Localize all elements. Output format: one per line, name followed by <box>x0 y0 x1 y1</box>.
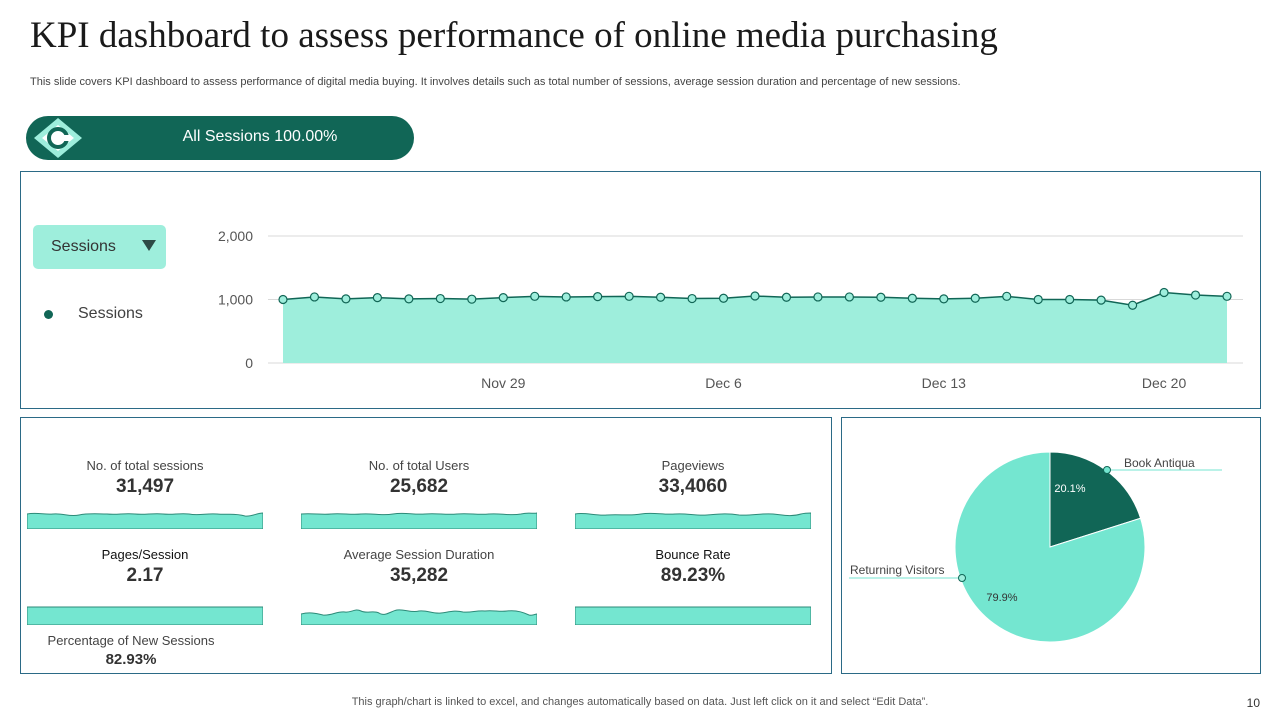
data-point <box>561 292 571 302</box>
kpi-value: 33,4060 <box>658 476 728 497</box>
banner-text: All Sessions 100.00% <box>182 128 338 145</box>
x-tick-label: Dec 13 <box>922 375 967 391</box>
leader-dot <box>958 574 966 582</box>
sessions-chart-panel: Sessions Sessions 0 1,000 2,000 Nov 29 Dec 6… <box>20 171 1261 409</box>
data-point <box>1065 294 1075 305</box>
x-tick-label: Dec 6 <box>705 375 742 391</box>
kpi-bounce-rate: Bounce Rate 89.23% <box>575 547 811 587</box>
sparkline <box>27 606 263 625</box>
segment-icon <box>34 118 82 158</box>
sparkline <box>575 606 811 625</box>
kpi-label: No. of total Users <box>368 458 470 473</box>
data-point <box>530 291 540 301</box>
data-point <box>1096 295 1106 305</box>
data-point <box>467 294 477 304</box>
kpi-label: Bounce Rate <box>655 547 731 562</box>
data-point <box>1002 291 1012 301</box>
data-point <box>1190 290 1201 300</box>
kpi-label: Average Session Duration <box>343 547 495 562</box>
sparkline <box>575 512 811 529</box>
slice-percent-label: 20.1% <box>1054 483 1085 495</box>
data-point <box>435 293 445 304</box>
footer-note: This graph/chart is linked to excel, and… <box>351 696 929 708</box>
data-point <box>372 292 382 303</box>
kpi-new-sessions: Percentage of New Sessions 82.93% <box>13 633 249 668</box>
data-point <box>750 291 760 301</box>
kpi-label: Percentage of New Sessions <box>47 633 215 648</box>
data-point <box>687 293 697 304</box>
data-point <box>624 291 634 301</box>
data-point <box>278 294 288 305</box>
kpi-label: No. of total sessions <box>86 458 204 473</box>
slice-percent-label: 79.9% <box>986 592 1017 604</box>
leader-dot <box>1103 466 1111 474</box>
slice-name-label: Returning Visitors <box>850 563 945 577</box>
kpi-value: 31,497 <box>115 476 175 497</box>
visitors-pie-chart: 20.1% Book Antiqua 79.9% Returning Visitors <box>849 451 1222 643</box>
sparkline <box>301 609 537 625</box>
page-subtitle: This slide covers KPI dashboard to asses… <box>30 76 961 88</box>
data-point <box>970 293 980 303</box>
data-point <box>939 294 949 304</box>
page-title: KPI dashboard to assess performance of o… <box>30 15 998 56</box>
data-point <box>341 294 351 304</box>
sessions-area-chart: 0 1,000 2,000 Nov 29 Dec 6 Dec 13 Dec 20 <box>218 228 1243 391</box>
kpi-value: 82.93% <box>105 651 157 668</box>
all-sessions-banner[interactable]: All Sessions 100.00% <box>26 116 414 160</box>
kpi-pages-per-session: Pages/Session 2.17 <box>27 547 263 587</box>
y-tick-label: 1,000 <box>218 292 253 308</box>
sessions-dropdown[interactable]: Sessions <box>33 225 166 269</box>
y-tick-label: 0 <box>245 355 253 371</box>
chevron-down-icon <box>142 240 156 251</box>
sparkline <box>301 512 537 529</box>
kpi-pageviews: Pageviews 33,4060 <box>575 458 811 498</box>
data-point <box>1222 291 1232 301</box>
data-point <box>1127 300 1138 310</box>
dropdown-label: Sessions <box>51 238 116 255</box>
page-number: 10 <box>1246 696 1260 710</box>
x-tick-label: Nov 29 <box>481 375 526 391</box>
data-point <box>718 293 729 303</box>
sparkline <box>27 512 263 529</box>
kpi-panel: No. of total sessions 31,497 No. of tota… <box>20 417 832 674</box>
data-point <box>593 292 603 302</box>
data-point <box>781 292 792 302</box>
legend-label: Sessions <box>78 305 143 322</box>
y-tick-label: 2,000 <box>218 228 253 244</box>
visitors-pie-panel: 20.1% Book Antiqua 79.9% Returning Visitors <box>841 417 1261 674</box>
slice-name-label: Book Antiqua <box>1124 456 1195 470</box>
kpi-value: 2.17 <box>126 565 164 586</box>
kpi-avg-session-duration: Average Session Duration 35,282 <box>301 547 537 587</box>
data-point <box>655 292 666 302</box>
pie-slice <box>954 451 1146 643</box>
kpi-label: Pageviews <box>661 458 725 473</box>
kpi-value: 25,682 <box>389 476 449 497</box>
data-point <box>907 293 917 303</box>
kpi-total-sessions: No. of total sessions 31,497 <box>27 458 263 498</box>
data-point <box>1033 294 1043 305</box>
data-point <box>404 294 414 304</box>
legend-marker <box>44 310 53 319</box>
data-point <box>813 292 823 302</box>
x-tick-label: Dec 20 <box>1142 375 1187 391</box>
data-point <box>844 292 855 302</box>
kpi-label: Pages/Session <box>101 547 189 562</box>
kpi-total-users: No. of total Users 25,682 <box>301 458 537 498</box>
kpi-value: 89.23% <box>660 565 726 586</box>
kpi-value: 35,282 <box>389 565 449 586</box>
data-point <box>309 292 320 302</box>
sessions-area <box>283 292 1227 363</box>
data-point <box>498 292 508 303</box>
data-point <box>1159 287 1169 298</box>
data-point <box>876 292 886 302</box>
